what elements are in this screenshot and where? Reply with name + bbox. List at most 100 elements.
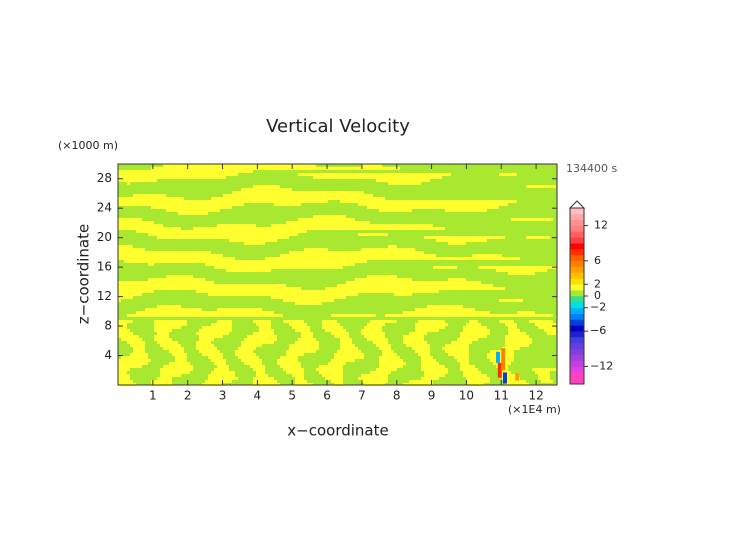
field-positive [154,329,172,332]
field-positive [163,347,184,350]
field-positive [133,347,145,350]
field-positive [118,377,130,380]
field-positive [367,206,499,209]
field-positive [118,371,127,374]
field-positive [151,167,400,170]
colorbar-band [570,237,584,244]
field-positive [367,323,385,326]
colorbar-band [570,307,584,314]
field-positive [127,341,145,344]
field-positive [415,308,475,311]
y-tick-label: 8 [104,319,112,333]
colorbar-band [570,378,584,385]
field-positive [259,326,271,329]
field-positive [361,332,385,335]
field-feature [497,362,502,378]
field-positive [118,326,127,329]
colorbar-band [570,272,584,279]
field-positive [442,347,469,350]
field-positive [415,326,445,329]
field-positive [382,350,394,353]
field-positive [118,197,184,200]
colorbar-band [570,266,584,273]
field-positive [118,332,133,335]
field-positive [286,353,304,356]
field-positive [253,380,277,383]
field-positive [457,338,478,341]
field-positive [505,338,532,341]
field-positive [544,329,556,332]
field-positive [202,353,223,356]
field-positive [409,380,433,383]
y-axis-title: z−coordinate [75,224,93,324]
x-tick-label: 6 [323,389,331,403]
field-positive [376,368,397,371]
field-positive [325,377,343,380]
field-positive [166,209,220,212]
field-positive [283,368,304,371]
field-positive [367,275,397,278]
field-positive [295,377,304,380]
field-positive [460,362,469,365]
field-positive [421,359,436,362]
field-positive [502,377,520,380]
field-positive [334,356,364,359]
field-positive [160,374,181,377]
field-positive [535,371,550,374]
field-positive [529,320,553,323]
field-positive [337,284,493,287]
field-positive [283,320,304,323]
field-positive [226,269,271,272]
field-positive [118,257,235,260]
x-tick-label: 5 [288,389,296,403]
field-positive [319,371,343,374]
field-positive [499,299,523,302]
field-positive [175,359,187,362]
field-positive [157,377,172,380]
field-positive [118,281,214,284]
field-positive [532,368,556,371]
field-positive [118,173,238,176]
field-positive [511,218,553,221]
field-positive [178,212,208,215]
field-feature [502,372,507,384]
field-positive [427,305,463,308]
field-positive [379,365,403,368]
field-positive [409,332,427,335]
colorbar-band [570,225,584,232]
field-positive [538,326,556,329]
field-positive [118,296,133,299]
field-positive [280,365,301,368]
x-tick-label: 12 [528,389,543,403]
x-tick-label: 7 [358,389,366,403]
field-positive [289,344,319,347]
field-positive [538,374,550,377]
field-positive [301,332,313,335]
field-positive [325,287,505,290]
field-positive [193,227,445,230]
field-positive [388,245,397,248]
field-positive [163,164,316,167]
field-positive [124,260,367,263]
field-positive [460,365,475,368]
field-positive [154,326,181,329]
field-positive [199,350,220,353]
field-positive [508,326,517,329]
field-positive [253,320,271,323]
x-axis-title: x−coordinate [287,422,388,440]
field-positive [118,221,154,224]
field-positive [169,350,184,353]
field-positive [508,329,520,332]
field-positive [253,377,274,380]
field-positive [127,182,130,185]
field-positive [298,218,355,221]
field-positive [229,239,277,242]
field-positive [205,263,355,266]
field-positive [169,362,190,365]
field-positive [340,344,355,347]
field-positive [157,332,169,335]
field-positive [388,182,421,185]
field-positive [256,323,271,326]
field-positive [151,206,232,209]
field-positive [211,359,226,362]
